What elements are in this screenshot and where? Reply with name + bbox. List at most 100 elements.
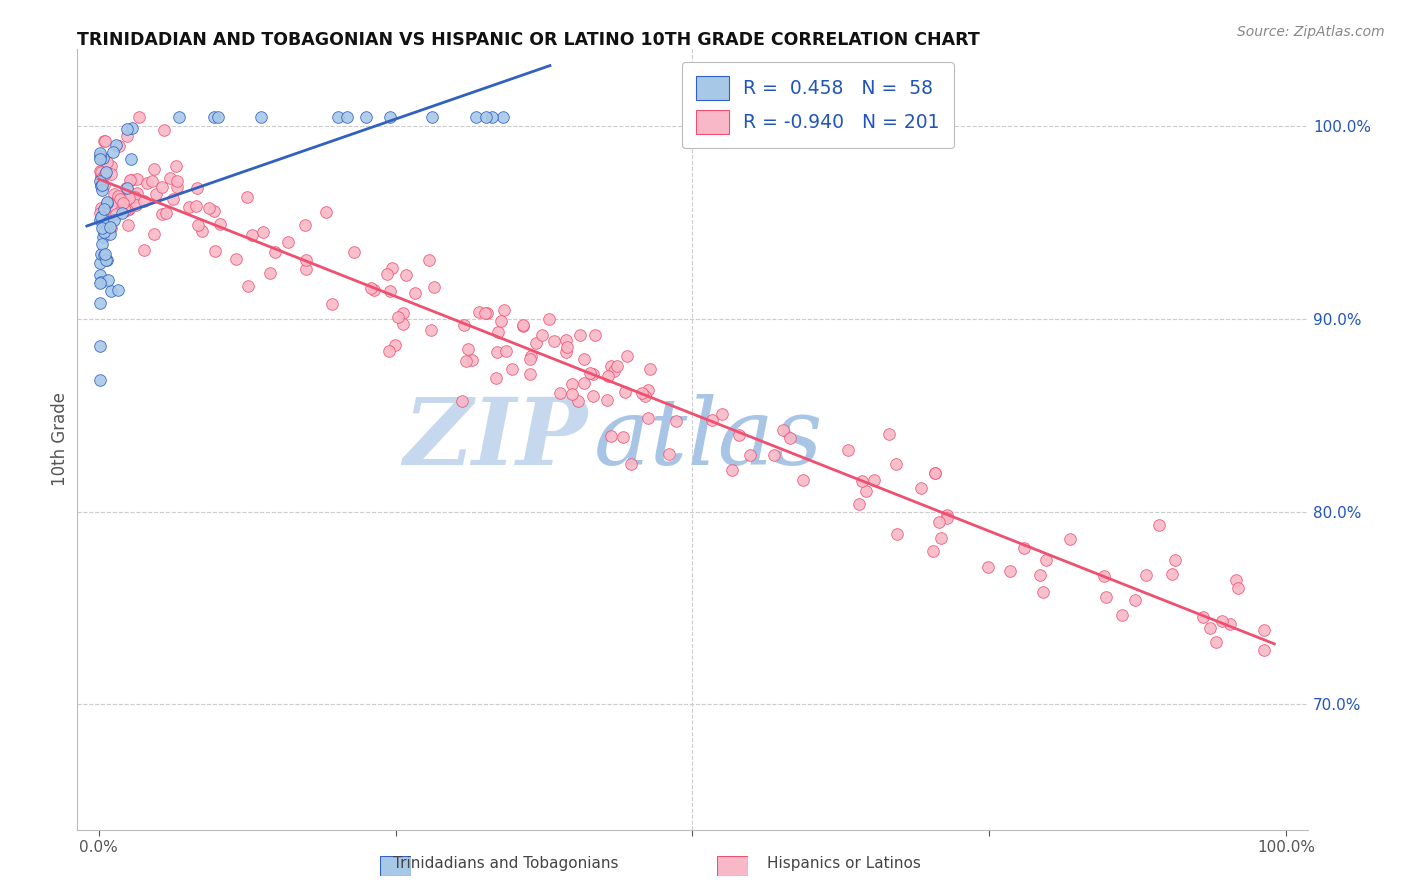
Point [204,244,226,259]
Point [90,165,112,179]
Point [107,284,129,298]
Point [100,284,122,298]
Point [96,197,118,211]
Point [90,150,112,164]
Point [191,224,214,238]
Point [420,110,443,124]
Point [492,110,515,124]
Point [1205,635,1227,649]
Point [100,221,122,235]
Point [208,217,231,231]
Point [252,226,274,240]
Point [555,333,578,347]
Point [91,236,114,251]
Point [155,206,177,220]
Point [377,267,399,281]
Point [132,243,155,257]
Point [1092,569,1115,583]
Point [315,205,337,219]
Point [89,276,111,290]
Point [501,361,523,376]
Point [165,159,187,173]
Point [582,389,605,403]
Point [855,483,877,498]
Point [486,325,509,339]
Point [598,368,620,383]
Point [197,201,219,215]
Point [105,207,128,221]
Point [108,192,131,206]
Point [96,194,118,209]
Point [186,181,208,195]
Point [294,262,316,277]
Point [378,110,401,124]
Point [772,423,794,437]
Point [998,564,1021,578]
Point [96,196,118,211]
Point [202,110,225,124]
Point [360,281,382,295]
Point [89,256,111,270]
Point [640,362,662,376]
Point [89,373,111,387]
Point [391,318,413,332]
Point [720,463,742,477]
Point [634,389,657,403]
Point [111,192,134,206]
Point [90,247,112,261]
Point [419,323,441,337]
Point [202,203,225,218]
Point [97,215,120,229]
Point [90,201,112,215]
Point [152,123,174,137]
Point [136,176,159,190]
Point [103,187,125,202]
Point [524,335,547,350]
Point [145,187,167,202]
Point [343,245,366,260]
Point [167,110,190,124]
Point [93,225,115,239]
Point [89,339,111,353]
Point [555,340,578,354]
Point [120,152,142,166]
Point [485,345,508,359]
Point [142,162,165,177]
Point [98,219,121,234]
Point [177,200,200,214]
Point [1211,614,1233,628]
Point [100,159,122,173]
Point [489,314,512,328]
Point [363,283,385,297]
Point [1227,581,1250,595]
Point [207,110,229,124]
Point [924,466,946,480]
Point [481,110,503,124]
Point [477,306,499,320]
Point [103,212,125,227]
Point [665,414,688,428]
Point [89,296,111,310]
Point [93,247,115,261]
Point [326,110,349,124]
Point [1029,568,1052,582]
Point [294,218,316,232]
Point [387,310,409,324]
Point [294,253,316,268]
Point [600,359,623,374]
Point [792,473,814,487]
Point [929,531,952,545]
Point [90,210,112,224]
Point [578,367,600,381]
Point [457,343,479,357]
Point [93,178,115,192]
Point [456,354,478,368]
Point [89,206,111,220]
Point [240,228,263,243]
Point [702,412,724,426]
Point [94,252,117,267]
Point [837,443,859,458]
Point [150,180,173,194]
Point [468,305,491,319]
Point [1160,567,1182,582]
